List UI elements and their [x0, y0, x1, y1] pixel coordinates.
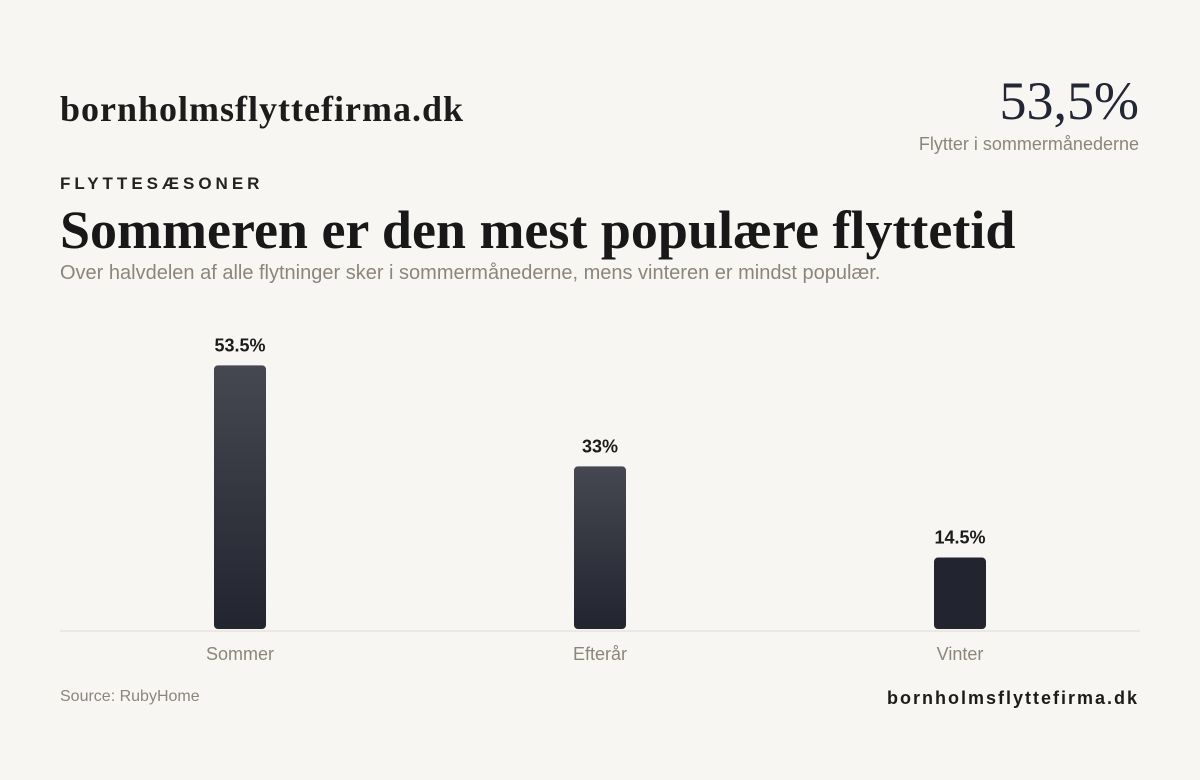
bar-sommer: [214, 365, 266, 629]
bar-efterar: [574, 466, 626, 629]
value-label-vinter: 14.5%: [934, 528, 985, 548]
value-label-efterar: 33%: [582, 436, 618, 456]
chart-title: Sommeren er den mest populære flyttetid: [60, 200, 1016, 260]
chart-subtitle: Over halvdelen af alle flytninger sker i…: [60, 262, 881, 284]
bar-vinter: [934, 557, 986, 629]
kpi-block: 53,5% Flytter i sommermånederne: [919, 74, 1139, 155]
category-label-vinter: Vinter: [937, 644, 984, 664]
value-label-sommer: 53.5%: [214, 335, 265, 355]
bars-group: 53.5% Sommer 33% Efterår 14.5% Vinter: [206, 335, 986, 664]
section-eyebrow: FLYTTESÆSONER: [60, 174, 264, 193]
footer-brand: bornholmsflyttefirma.dk: [886, 688, 1139, 708]
kpi-value: 53,5%: [999, 71, 1139, 131]
kpi-label: Flytter i sommermånederne: [918, 134, 1139, 154]
brand-logo-text: bornholmsflyttefirma.dk: [60, 89, 464, 129]
category-label-sommer: Sommer: [206, 644, 274, 664]
category-label-efterar: Efterår: [573, 644, 627, 664]
source-note: Source: RubyHome: [60, 688, 200, 705]
